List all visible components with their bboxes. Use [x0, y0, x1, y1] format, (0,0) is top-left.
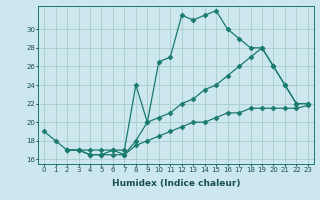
X-axis label: Humidex (Indice chaleur): Humidex (Indice chaleur) [112, 179, 240, 188]
